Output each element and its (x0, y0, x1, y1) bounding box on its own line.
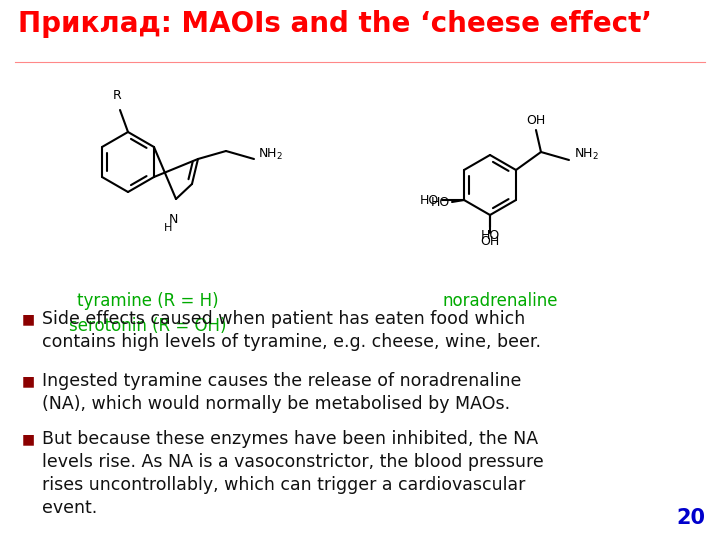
Text: HO: HO (480, 229, 500, 242)
Text: R: R (112, 89, 122, 102)
Text: NH$_2$: NH$_2$ (258, 146, 283, 161)
Text: But because these enzymes have been inhibited, the NA
levels rise. As NA is a va: But because these enzymes have been inhi… (42, 430, 544, 517)
Text: Side effects caused when patient has eaten food which
contains high levels of ty: Side effects caused when patient has eat… (42, 310, 541, 351)
Text: HO: HO (420, 193, 439, 206)
Text: Ingested tyramine causes the release of noradrenaline
(NA), which would normally: Ingested tyramine causes the release of … (42, 372, 521, 413)
Text: tyramine (R = H)
serotonin (R = OH): tyramine (R = H) serotonin (R = OH) (69, 292, 227, 335)
Text: OH: OH (480, 235, 500, 248)
Text: N: N (168, 213, 178, 226)
Text: HO: HO (431, 195, 450, 208)
Text: H: H (163, 223, 172, 233)
Text: NH$_2$: NH$_2$ (574, 146, 599, 161)
Text: Приклад: MAOIs and the ‘cheese effect’: Приклад: MAOIs and the ‘cheese effect’ (18, 10, 652, 38)
Text: ■: ■ (22, 374, 35, 388)
Text: noradrenaline: noradrenaline (442, 292, 558, 310)
Text: ■: ■ (22, 432, 35, 446)
Text: ■: ■ (22, 312, 35, 326)
Text: OH: OH (526, 114, 546, 127)
Text: 20: 20 (676, 508, 705, 528)
